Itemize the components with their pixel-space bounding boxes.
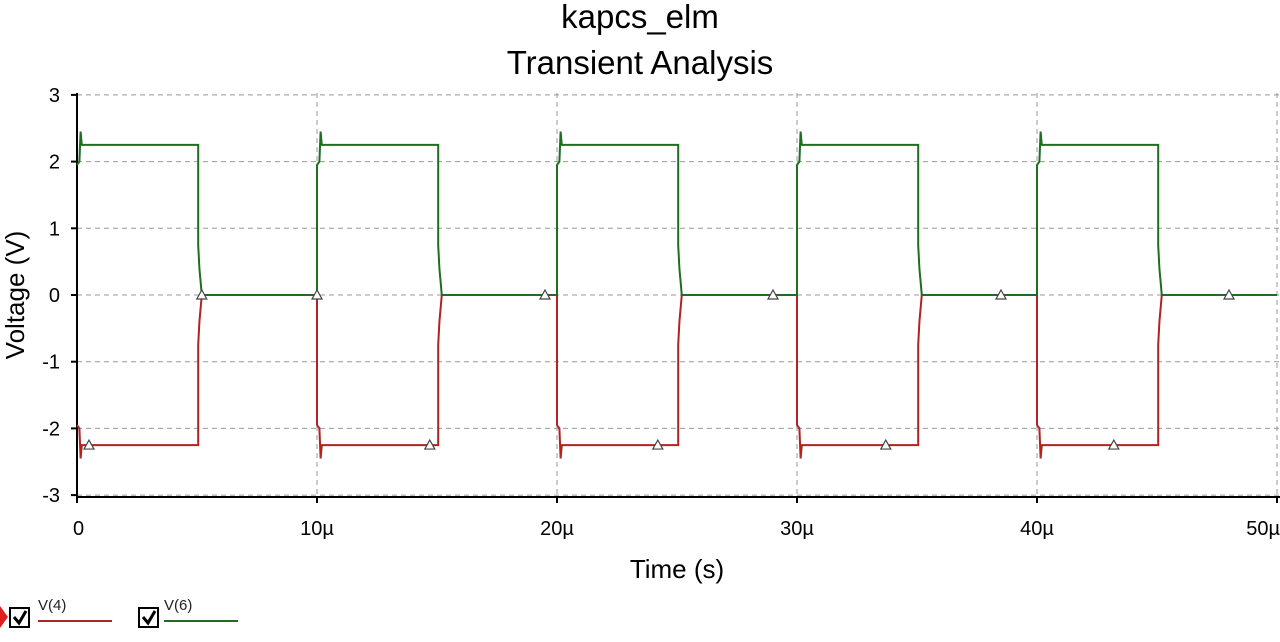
x-axis-label: Time (s) bbox=[630, 554, 724, 584]
data-marker-triangle bbox=[1107, 438, 1120, 450]
y-tick-label: 2 bbox=[49, 152, 60, 174]
y-axis-label: Voltage (V) bbox=[0, 231, 30, 360]
traces bbox=[76, 131, 1277, 459]
data-marker-triangle bbox=[994, 288, 1008, 300]
chart-title: kapcs_elm bbox=[561, 0, 719, 35]
v6-label: V(6) bbox=[164, 597, 192, 614]
x-tick-label: 10µ bbox=[300, 518, 334, 540]
x-tick-label: 20µ bbox=[540, 518, 574, 540]
data-marker-triangle bbox=[195, 288, 208, 300]
data-marker-triangle bbox=[651, 438, 664, 450]
legend: V(4) V(6) bbox=[0, 597, 238, 628]
x-tick-label: 40µ bbox=[1020, 518, 1054, 540]
x-tick-label: 50µ bbox=[1246, 518, 1280, 540]
data-marker-triangle bbox=[310, 288, 324, 300]
legend-item-v6[interactable]: V(6) bbox=[138, 597, 238, 628]
chart-subtitle: Transient Analysis bbox=[507, 44, 774, 81]
trace-v6 bbox=[76, 131, 1277, 296]
x-tick-label: 0 bbox=[73, 518, 84, 540]
tick-labels: 3 2 1 0 -1 -2 -3 0 10µ 20µ 30µ 40µ 50µ bbox=[42, 85, 1280, 540]
data-marker-triangle bbox=[766, 288, 780, 300]
y-tick-label: 1 bbox=[49, 218, 60, 240]
y-tick-label: 0 bbox=[49, 285, 60, 307]
y-tick-label: -2 bbox=[42, 418, 60, 440]
data-marker-triangle bbox=[879, 438, 892, 450]
v4-label: V(4) bbox=[38, 597, 66, 614]
legend-item-v4[interactable]: V(4) bbox=[9, 597, 112, 628]
axes bbox=[71, 93, 1280, 503]
checkmark-icon bbox=[141, 610, 157, 626]
y-tick-label: 3 bbox=[49, 85, 60, 107]
selected-trace-pointer-icon bbox=[0, 606, 8, 628]
data-marker-triangle bbox=[423, 438, 436, 450]
checkmark-icon bbox=[12, 610, 28, 626]
y-tick-label: -3 bbox=[42, 485, 60, 507]
trace-v4 bbox=[76, 294, 1277, 459]
x-tick-label: 30µ bbox=[780, 518, 814, 540]
data-marker-triangle bbox=[82, 438, 96, 450]
data-marker-triangle bbox=[538, 288, 552, 300]
data-marker-triangle bbox=[1222, 288, 1236, 300]
y-tick-label: -1 bbox=[42, 352, 60, 374]
